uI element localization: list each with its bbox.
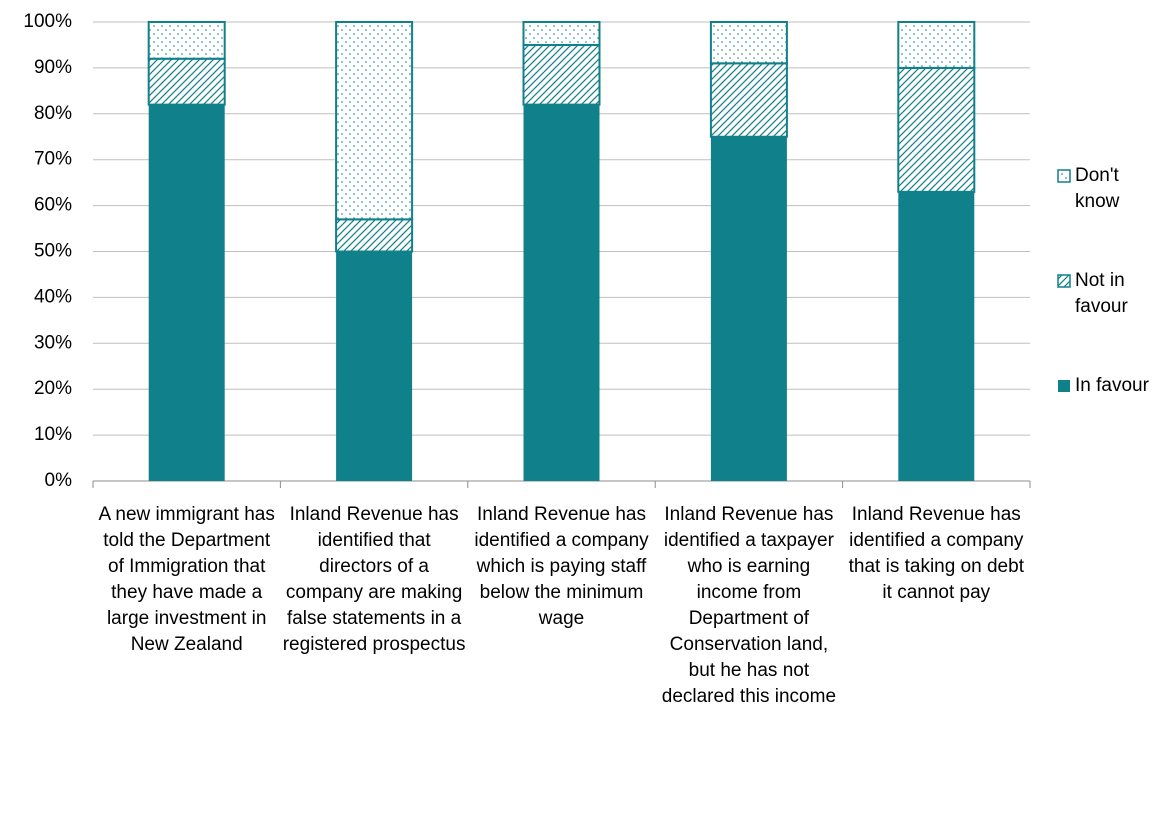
- x-tick-label: Inland Revenue has identified a company …: [848, 504, 1024, 603]
- bar-segment: [709, 62, 788, 138]
- y-tick-label: 0%: [45, 470, 73, 491]
- y-tick-label: 50%: [34, 241, 72, 262]
- y-tick-label: 10%: [34, 424, 72, 445]
- y-tick-label: 80%: [34, 103, 72, 124]
- x-tick-label: Inland Revenue has identified a taxpayer…: [661, 504, 837, 707]
- y-tick-label: 20%: [34, 378, 72, 399]
- legend-label: In favour: [1075, 375, 1149, 396]
- bar-segment: [709, 21, 788, 65]
- bar-segment: [147, 21, 226, 60]
- y-tick-label: 90%: [34, 57, 72, 78]
- bar-segment: [897, 21, 976, 69]
- legend-swatch: [1057, 274, 1071, 288]
- bar-segment: [710, 136, 787, 481]
- y-tick-label: 30%: [34, 332, 72, 353]
- legend-label: Not in favour: [1075, 270, 1128, 317]
- bar-segment: [522, 21, 601, 46]
- legend-swatch: [1057, 169, 1071, 183]
- bar-segment: [335, 218, 414, 253]
- legend-label: Don't know: [1075, 165, 1120, 212]
- bar-segment: [147, 57, 226, 106]
- bar-segment: [522, 43, 601, 106]
- bar-segment: [523, 104, 600, 482]
- x-tick-label: Inland Revenue has identified a company …: [474, 504, 649, 629]
- y-tick-label: 40%: [34, 286, 72, 307]
- y-tick-label: 100%: [23, 11, 72, 32]
- bar-segment: [335, 21, 414, 221]
- bar-segment: [897, 66, 976, 193]
- y-tick-label: 70%: [34, 149, 72, 170]
- bar-segment: [148, 104, 225, 482]
- y-tick-label: 60%: [34, 195, 72, 216]
- bar-segment: [336, 251, 413, 481]
- x-tick-label: Inland Revenue has identified that direc…: [282, 504, 466, 655]
- bar-segment: [898, 191, 975, 481]
- legend-swatch: [1058, 380, 1070, 392]
- x-tick-label: A new immigrant has told the Department …: [98, 504, 275, 655]
